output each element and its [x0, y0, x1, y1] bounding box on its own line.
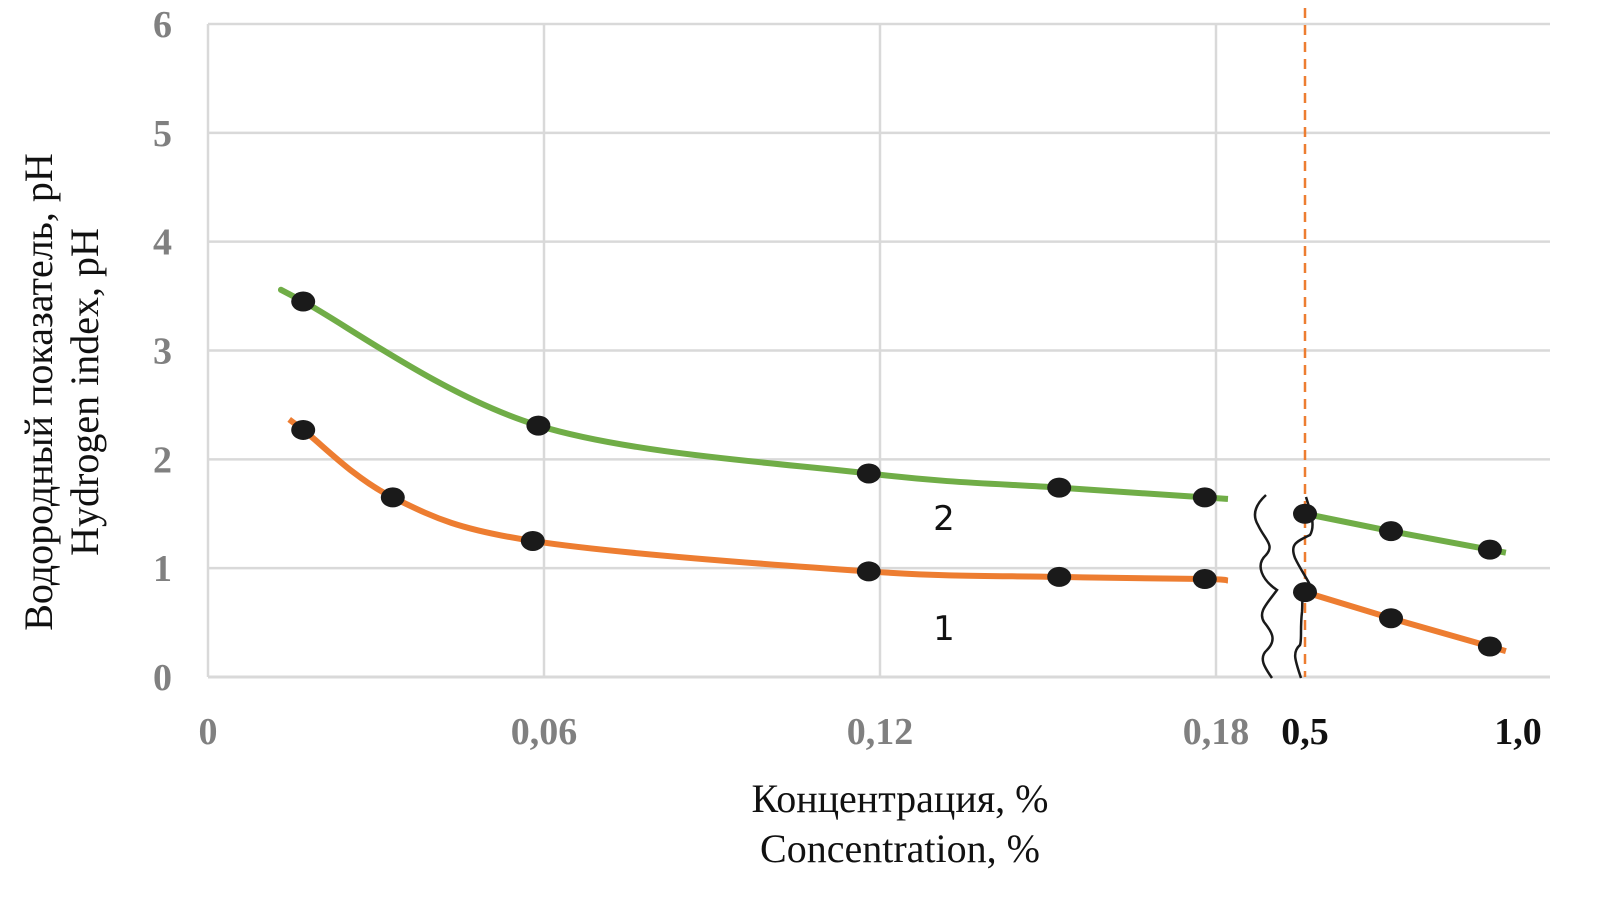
grid	[206, 22, 1550, 679]
series-line-2-left	[278, 286, 1229, 502]
x-axis-label-ru: Концентрация, %	[752, 776, 1049, 821]
y-tick-label: 3	[153, 331, 172, 373]
y-tick-label: 6	[153, 4, 172, 46]
y-tick-label: 0	[153, 657, 172, 699]
data-point-series-2	[1192, 487, 1217, 508]
series-label-1: 1	[933, 609, 955, 649]
y-axis-label-en: Hydrogen index, pH	[62, 228, 107, 556]
series-lines	[278, 286, 1507, 654]
data-point-series-1	[1047, 566, 1072, 587]
data-point-series-2	[1047, 477, 1072, 498]
tick-labels: 0 1 2 3 4 5 6 0 0,06 0,12 0,18 0,5 1,0	[153, 4, 1542, 753]
x-tick-label: 0,5	[1281, 711, 1329, 753]
data-point-series-1	[1477, 636, 1502, 657]
axis-break-left	[1253, 494, 1279, 679]
y-tick-label: 5	[153, 113, 172, 155]
series-line-1-left	[287, 417, 1229, 584]
y-axis-label-ru: Водородный показатель, pH	[16, 153, 61, 631]
x-tick-label: 1,0	[1494, 711, 1542, 753]
x-axis-label-en: Concentration, %	[760, 826, 1040, 871]
x-tick-label: 0	[199, 711, 218, 753]
data-point-series-2	[1477, 539, 1502, 560]
data-point-series-2	[1293, 503, 1317, 524]
data-point-series-1	[856, 561, 881, 582]
data-point-series-1	[291, 419, 316, 440]
data-point-series-2	[291, 291, 316, 312]
data-point-series-1	[1293, 582, 1317, 603]
y-tick-label: 4	[153, 222, 172, 264]
x-tick-label: 0,12	[847, 711, 914, 753]
x-tick-label: 0,06	[511, 711, 578, 753]
x-tick-label: 0,18	[1183, 711, 1250, 753]
data-point-series-2	[1379, 521, 1403, 542]
data-point-series-1	[1379, 608, 1403, 629]
series-markers	[291, 291, 1502, 657]
y-tick-label: 2	[153, 439, 172, 481]
y-tick-label: 1	[153, 548, 172, 590]
data-point-series-1	[520, 530, 545, 551]
data-point-series-1	[1192, 569, 1217, 590]
data-point-series-1	[380, 487, 405, 508]
data-point-series-2	[856, 463, 881, 484]
data-point-series-2	[526, 415, 551, 436]
series-label-2: 2	[933, 499, 955, 539]
